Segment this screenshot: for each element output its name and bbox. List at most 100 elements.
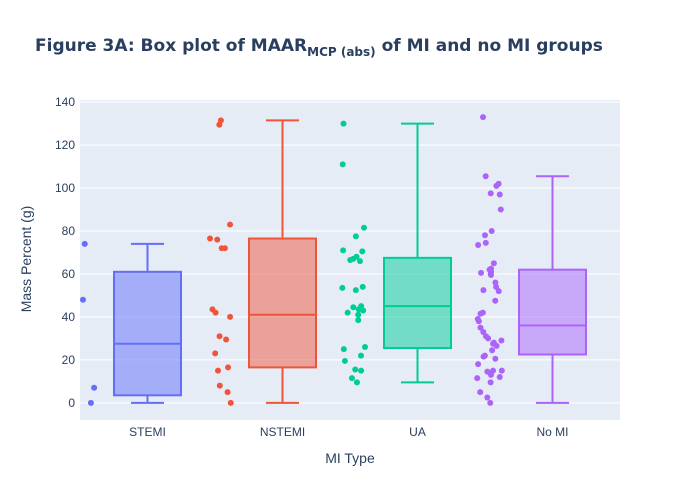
data-point	[488, 272, 495, 279]
data-point	[493, 342, 500, 349]
data-point	[484, 394, 491, 401]
y-tick-label: 120	[55, 138, 75, 152]
data-point	[216, 121, 223, 128]
x-tick-label: No MI	[536, 425, 568, 439]
data-point	[359, 248, 366, 255]
data-point	[212, 350, 219, 357]
data-point	[81, 240, 88, 247]
data-point	[497, 206, 504, 213]
series-no-mi	[474, 114, 587, 406]
data-point	[475, 241, 482, 248]
series-nstemi	[207, 117, 317, 406]
x-axis-title: MI Type	[325, 450, 375, 466]
y-tick-label: 140	[55, 95, 75, 109]
data-point	[487, 379, 494, 386]
data-point	[227, 399, 234, 406]
data-point	[347, 257, 354, 263]
data-point	[498, 337, 505, 344]
x-tick-label: NSTEMI	[260, 425, 305, 439]
data-point	[207, 235, 214, 242]
data-point	[87, 399, 94, 406]
data-point	[492, 297, 499, 304]
chart-title: Figure 3A: Box plot of MAARMCP (abs) of …	[35, 36, 603, 59]
data-point	[480, 353, 487, 360]
data-point	[480, 328, 487, 335]
data-point	[352, 287, 359, 294]
data-point	[214, 367, 221, 374]
data-point	[492, 355, 499, 362]
data-point	[488, 228, 495, 235]
box-iqr	[248, 237, 317, 369]
data-point	[352, 233, 359, 240]
data-point	[344, 309, 351, 316]
data-point	[227, 221, 234, 228]
data-point	[223, 336, 230, 343]
series-stemi	[79, 240, 182, 406]
data-point	[225, 364, 232, 371]
data-point	[353, 379, 360, 386]
data-point	[478, 269, 485, 276]
data-point	[91, 384, 98, 391]
y-tick-label: 20	[62, 353, 76, 367]
x-tick-label: STEMI	[129, 425, 166, 439]
chart-title-prefix: Figure 3A: Box plot of MAAR	[35, 36, 307, 56]
y-tick-label: 80	[62, 224, 76, 238]
data-point	[489, 347, 496, 354]
data-point	[216, 382, 223, 389]
y-tick-label: 0	[68, 396, 75, 410]
data-point	[477, 389, 484, 396]
data-point	[214, 236, 221, 243]
data-point	[340, 120, 347, 127]
data-point	[339, 284, 346, 291]
chart-title-suffix: of MI and no MI groups	[376, 36, 603, 56]
y-axis-ticks: 0 20 40 60 80 100 120 140	[55, 95, 75, 410]
data-point	[227, 313, 234, 320]
data-point	[339, 161, 346, 168]
data-point	[340, 346, 347, 353]
y-tick-label: 60	[62, 267, 76, 281]
data-point	[496, 374, 503, 381]
data-point	[485, 335, 492, 342]
data-point	[348, 375, 355, 382]
data-point	[498, 367, 505, 374]
data-point	[496, 191, 503, 198]
data-point	[474, 375, 481, 382]
data-point	[360, 307, 367, 314]
chart-title-subscript: MCP (abs)	[307, 45, 376, 59]
box-iqr	[518, 268, 587, 356]
data-point	[350, 304, 357, 311]
data-point	[480, 287, 487, 294]
y-tick-label: 100	[55, 181, 75, 195]
data-point	[493, 283, 500, 290]
data-point	[477, 324, 484, 331]
data-point	[480, 114, 487, 121]
data-point	[475, 361, 482, 368]
data-point	[358, 352, 365, 359]
series-layer	[79, 114, 587, 406]
data-point	[216, 333, 223, 340]
data-point	[490, 260, 497, 267]
data-point	[477, 310, 484, 317]
box-iqr	[113, 270, 182, 397]
data-point	[493, 182, 500, 189]
data-point	[495, 288, 502, 295]
data-point	[79, 296, 86, 303]
data-point	[482, 173, 489, 180]
data-point	[356, 258, 363, 265]
data-point	[362, 343, 369, 350]
data-point	[212, 309, 219, 316]
y-axis-title: Mass Percent (g)	[18, 206, 34, 313]
data-point	[487, 399, 494, 406]
data-point	[355, 317, 362, 324]
x-axis-ticks: STEMI NSTEMI UA No MI	[129, 425, 568, 439]
data-point	[221, 245, 228, 252]
y-tick-label: 40	[62, 310, 76, 324]
data-point	[481, 232, 488, 239]
data-point	[358, 367, 365, 374]
data-point	[487, 371, 494, 378]
box-iqr	[383, 256, 452, 350]
data-point	[360, 224, 367, 231]
series-ua	[339, 120, 452, 386]
